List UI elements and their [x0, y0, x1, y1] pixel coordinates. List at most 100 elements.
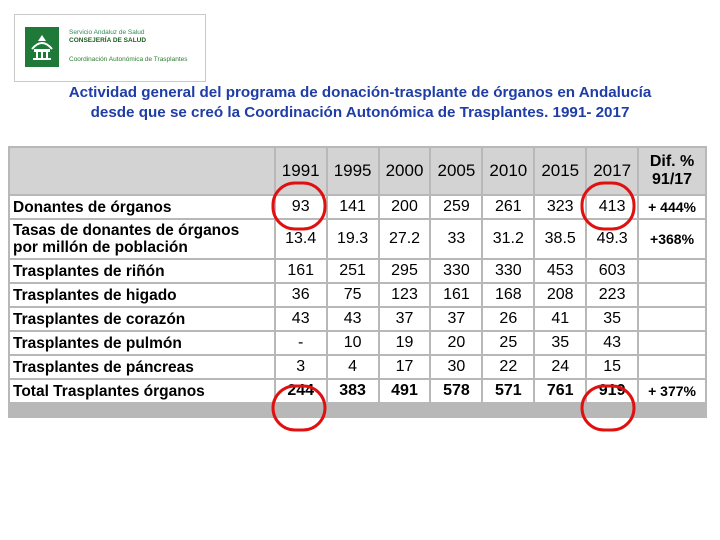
table-cell: 75: [325, 282, 380, 308]
header-year: 2005: [429, 146, 484, 196]
table-row: Trasplantes de higado 36 75 123 161 168 …: [8, 282, 707, 308]
header-year: 1991: [273, 146, 328, 196]
table-cell: 413: [585, 194, 640, 220]
title-line-2: desde que se creó la Coordinación Autonó…: [90, 104, 630, 121]
table-cell: 33: [429, 218, 484, 260]
table-cell: 761: [533, 378, 588, 404]
table-cell: 244: [273, 378, 328, 404]
header-year: 2017: [585, 146, 640, 196]
table-cell: 41: [533, 306, 588, 332]
row-label: Donantes de órganos: [8, 194, 276, 220]
logo-line-3: Coordinación Autonómica de Trasplantes: [69, 56, 188, 63]
transplant-table: 1991 1995 2000 2005 2010 2015 2017 Dif. …: [8, 146, 707, 404]
table-row: Trasplantes de corazón 43 43 37 37 26 41…: [8, 306, 707, 332]
table-cell: 295: [377, 258, 432, 284]
row-label: Trasplantes de pulmón: [8, 330, 276, 356]
table-cell: 161: [429, 282, 484, 308]
dif-cell: [637, 306, 707, 332]
table-row-total: Total Trasplantes órganos 244 383 491 57…: [8, 378, 707, 404]
table-cell: 453: [533, 258, 588, 284]
page-title: Actividad general del programa de donaci…: [0, 83, 720, 123]
table-cell: 43: [325, 306, 380, 332]
table-cell: 13.4: [273, 218, 328, 260]
table-cell: 19: [377, 330, 432, 356]
title-line-1: Actividad general del programa de donaci…: [68, 84, 652, 101]
table-cell: 43: [585, 330, 640, 356]
logo-line-2: CONSEJERÍA DE SALUD: [69, 36, 147, 44]
dif-cell: [637, 354, 707, 380]
table-cell: 141: [325, 194, 380, 220]
table-row: Trasplantes de riñón 161 251 295 330 330…: [8, 258, 707, 284]
table-cell: 20: [429, 330, 484, 356]
table-cell: 603: [585, 258, 640, 284]
logo-line-1: Servicio Andaluz de Salud: [69, 29, 145, 36]
table-cell: 323: [533, 194, 588, 220]
table-cell: 22: [481, 354, 536, 380]
table-cell: 49.3: [585, 218, 640, 260]
header-dif-line-1: Dif. %: [649, 153, 695, 170]
table-cell: 37: [377, 306, 432, 332]
table-row: Trasplantes de pulmón - 10 19 20 25 35 4…: [8, 330, 707, 356]
table-cell: 200: [377, 194, 432, 220]
table-cell: 38.5: [533, 218, 588, 260]
header-dif-line-2: 91/17: [652, 171, 693, 188]
header-year: 2015: [533, 146, 588, 196]
header-year: 2010: [481, 146, 536, 196]
table-row: Donantes de órganos 93 141 200 259 261 3…: [8, 194, 707, 220]
table-row: Trasplantes de páncreas 3 4 17 30 22 24 …: [8, 354, 707, 380]
table-cell: 330: [481, 258, 536, 284]
header-dif: Dif. % 91/17: [637, 146, 707, 196]
table-cell: 93: [273, 194, 328, 220]
row-label-line-2: por millón de población: [13, 239, 188, 256]
table-cell: 919: [585, 378, 640, 404]
table-cell: 35: [585, 306, 640, 332]
table-cell: 4: [325, 354, 380, 380]
row-label: Trasplantes de higado: [8, 282, 276, 308]
dif-cell: + 444%: [637, 194, 707, 220]
table-cell: 491: [377, 378, 432, 404]
table-cell: 27.2: [377, 218, 432, 260]
junta-andalucia-emblem-icon: [25, 27, 59, 67]
table-cell: 37: [429, 306, 484, 332]
table-cell: 15: [585, 354, 640, 380]
dif-cell: + 377%: [637, 378, 707, 404]
table-row: Tasas de donantes de órganos por millón …: [8, 218, 707, 260]
table-cell: 24: [533, 354, 588, 380]
table-cell: 208: [533, 282, 588, 308]
table-cell: 330: [429, 258, 484, 284]
table-cell: 168: [481, 282, 536, 308]
table-cell: 261: [481, 194, 536, 220]
table-cell: 31.2: [481, 218, 536, 260]
dif-cell: +368%: [637, 218, 707, 260]
row-label-line-1: Tasas de donantes de órganos: [13, 222, 240, 239]
table-cell: -: [273, 330, 328, 356]
table-cell: 259: [429, 194, 484, 220]
table-cell: 17: [377, 354, 432, 380]
row-label: Trasplantes de riñón: [8, 258, 276, 284]
logo-text: Servicio Andaluz de Salud CONSEJERÍA DE …: [69, 29, 188, 64]
header-year: 2000: [377, 146, 432, 196]
table-cell: 383: [325, 378, 380, 404]
row-label: Trasplantes de corazón: [8, 306, 276, 332]
table-cell: 251: [325, 258, 380, 284]
table-cell: 25: [481, 330, 536, 356]
table-cell: 161: [273, 258, 328, 284]
table-cell: 35: [533, 330, 588, 356]
header-blank-cell: [8, 146, 276, 196]
table-cell: 10: [325, 330, 380, 356]
logo-box: Servicio Andaluz de Salud CONSEJERÍA DE …: [14, 14, 206, 82]
table-cell: 123: [377, 282, 432, 308]
header-row: 1991 1995 2000 2005 2010 2015 2017 Dif. …: [8, 146, 707, 196]
table-cell: 3: [273, 354, 328, 380]
table-cell: 43: [273, 306, 328, 332]
dif-cell: [637, 258, 707, 284]
table-cell: 30: [429, 354, 484, 380]
data-table-wrapper: 1991 1995 2000 2005 2010 2015 2017 Dif. …: [8, 146, 707, 418]
table-cell: 26: [481, 306, 536, 332]
dif-cell: [637, 330, 707, 356]
table-cell: 571: [481, 378, 536, 404]
row-label: Total Trasplantes órganos: [8, 378, 276, 404]
table-cell: 36: [273, 282, 328, 308]
table-cell: 578: [429, 378, 484, 404]
table-cell: 223: [585, 282, 640, 308]
